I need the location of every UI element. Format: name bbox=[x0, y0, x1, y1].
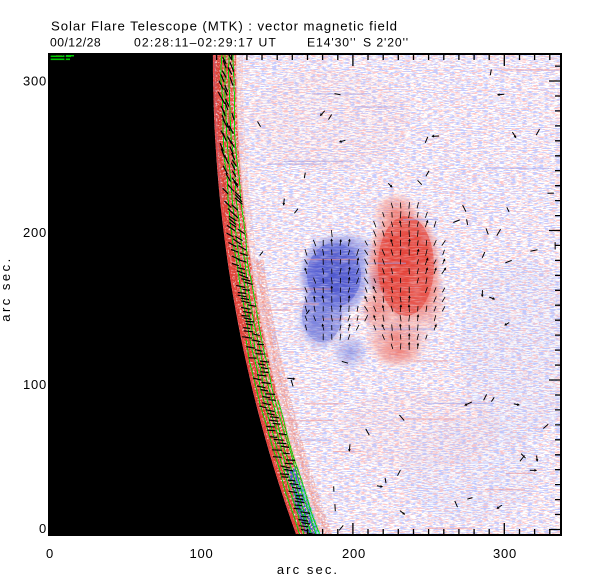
svg-text:100: 100 bbox=[190, 546, 214, 561]
svg-text:E14'30'': E14'30'' bbox=[307, 36, 356, 50]
svg-text:200: 200 bbox=[23, 225, 47, 240]
svg-text:Solar Flare Telescope (MTK) :: Solar Flare Telescope (MTK) : vector mag… bbox=[51, 19, 398, 34]
svg-text:00/12/28: 00/12/28 bbox=[50, 36, 101, 50]
svg-text:0: 0 bbox=[46, 546, 54, 561]
svg-text:arc sec.: arc sec. bbox=[277, 562, 339, 577]
svg-text:300: 300 bbox=[23, 74, 47, 89]
svg-text:S 2'20'': S 2'20'' bbox=[363, 36, 409, 50]
svg-text:100: 100 bbox=[23, 377, 47, 392]
svg-text:0: 0 bbox=[39, 521, 47, 536]
svg-text:02:28:11–02:29:17 UT: 02:28:11–02:29:17 UT bbox=[134, 36, 277, 50]
svg-text:200: 200 bbox=[342, 546, 366, 561]
svg-text:300: 300 bbox=[493, 546, 517, 561]
svg-text:arc sec.: arc sec. bbox=[0, 256, 13, 322]
